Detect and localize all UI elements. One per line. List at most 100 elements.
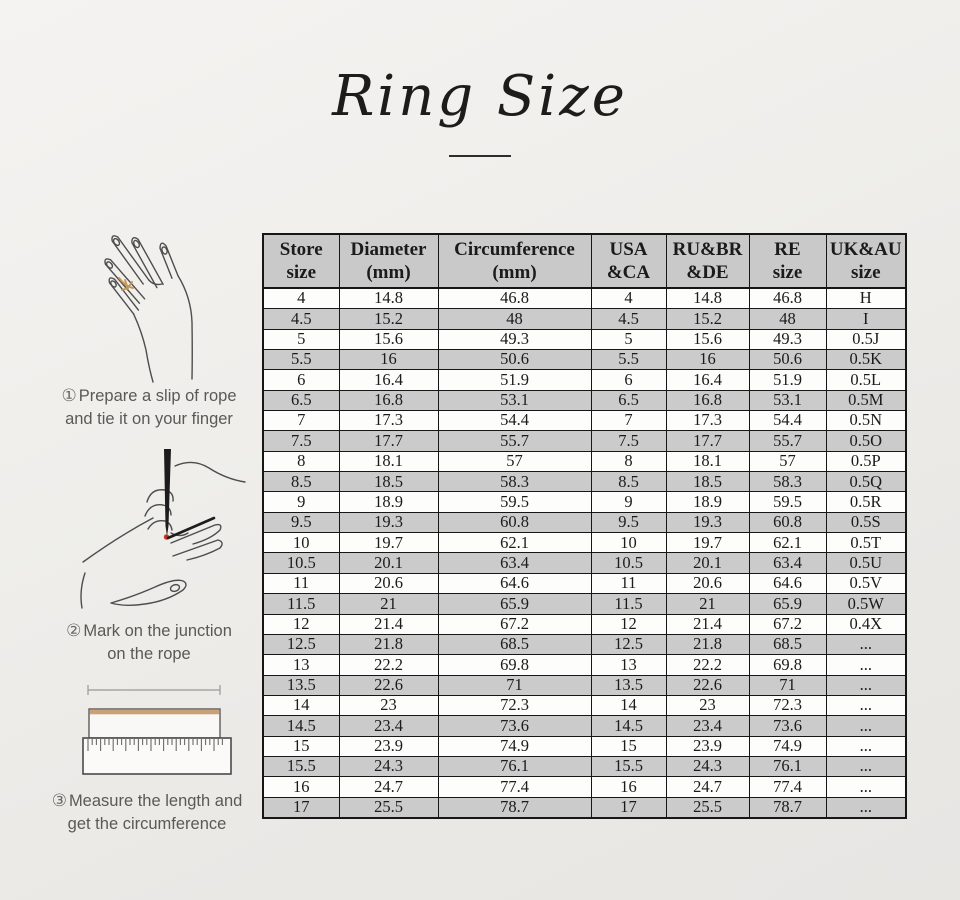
ring-size-table: Store size Diameter (mm) Circumference (mm) US… xyxy=(262,233,907,819)
table-cell: 15.2 xyxy=(338,308,439,330)
table-row: 5 15.6 49.3 5 15.6 49.3 0.5J xyxy=(262,328,907,351)
table-cell: 16.4 xyxy=(338,369,439,391)
table-cell: 10 xyxy=(590,532,667,554)
table-cell: 18.5 xyxy=(665,471,750,493)
table-cell: 58.3 xyxy=(748,471,827,493)
table-cell: 12.5 xyxy=(590,633,667,656)
table-cell: 0.5T xyxy=(825,532,907,554)
table-cell: 10 xyxy=(262,532,340,554)
table-cell: 0.5Q xyxy=(825,471,907,493)
table-cell: 7 xyxy=(262,410,340,432)
table-cell: 0.5K xyxy=(825,349,907,371)
table-cell: 5 xyxy=(590,328,667,351)
table-cell: 24.7 xyxy=(665,776,750,798)
table-cell: 6 xyxy=(590,369,667,391)
table-cell: 51.9 xyxy=(748,369,827,391)
title-divider xyxy=(449,155,511,157)
table-cell: 24.3 xyxy=(665,755,750,778)
table-cell: 23 xyxy=(665,694,750,717)
table-row: 6.5 16.8 53.1 6.5 16.8 53.1 0.5M xyxy=(262,389,907,412)
rope-strip-gold-edge xyxy=(89,709,220,715)
table-cell: 4.5 xyxy=(262,308,340,330)
table-row: 13.5 22.6 71 13.5 22.6 71... xyxy=(262,674,907,696)
table-cell: 54.4 xyxy=(437,410,592,432)
table-cell: 57 xyxy=(437,450,592,473)
table-cell: 65.9 xyxy=(748,593,827,615)
table-cell: 14.8 xyxy=(665,287,750,310)
table-cell: ... xyxy=(825,715,907,737)
table-cell: 20.6 xyxy=(665,572,750,595)
table-cell: I xyxy=(825,308,907,330)
table-row: 15.5 24.3 76.1 15.5 24.3 76.1... xyxy=(262,755,907,778)
table-cell: 19.7 xyxy=(665,532,750,554)
column-header: Diameter (mm) xyxy=(338,233,439,289)
table-cell: 5 xyxy=(262,328,340,351)
table-row: 17 25.5 78.7 17 25.5 78.7... xyxy=(262,796,907,819)
table-cell: ... xyxy=(825,694,907,717)
table-cell: 71 xyxy=(437,674,592,696)
hand-marking-illustration xyxy=(75,440,250,618)
table-cell: 12.5 xyxy=(262,633,340,656)
table-cell: 23.9 xyxy=(338,735,439,757)
table-cell: 15.6 xyxy=(665,328,750,351)
table-cell: 64.6 xyxy=(437,572,592,595)
table-row: 9 18.9 59.5 9 18.9 59.5 0.5R xyxy=(262,491,907,513)
table-cell: 20.1 xyxy=(665,552,750,574)
table-cell: 59.5 xyxy=(437,491,592,513)
table-cell: 22.6 xyxy=(338,674,439,696)
column-header: RE size xyxy=(748,233,827,289)
hand-with-rope-illustration xyxy=(78,222,238,384)
table-cell: 6.5 xyxy=(262,389,340,412)
table-row: 16 24.7 77.4 16 24.7 77.4... xyxy=(262,776,907,798)
table-cell: 63.4 xyxy=(748,552,827,574)
table-cell: 15 xyxy=(262,735,340,757)
table-cell: 14.8 xyxy=(338,287,439,310)
table-cell: ... xyxy=(825,755,907,778)
table-cell: 13.5 xyxy=(590,674,667,696)
table-row: 14.5 23.4 73.6 14.5 23.4 73.6... xyxy=(262,715,907,737)
table-cell: 74.9 xyxy=(437,735,592,757)
table-cell: 0.5N xyxy=(825,410,907,432)
table-cell: 65.9 xyxy=(437,593,592,615)
table-cell: 69.8 xyxy=(437,654,592,676)
table-cell: 16 xyxy=(590,776,667,798)
table-cell: 76.1 xyxy=(748,755,827,778)
table-cell: 18.9 xyxy=(665,491,750,513)
step-1-text-line1: Prepare a slip of rope xyxy=(78,387,237,405)
table-cell: 10.5 xyxy=(590,552,667,574)
table-cell: 18.1 xyxy=(338,450,439,473)
table-row: 11.5 21 65.9 11.5 21 65.9 0.5W xyxy=(262,593,907,615)
table-cell: 25.5 xyxy=(338,796,439,819)
hand-with-rope-icon xyxy=(104,235,193,383)
table-cell: ... xyxy=(825,633,907,656)
table-cell: 49.3 xyxy=(748,328,827,351)
table-row: 15 23.9 74.9 15 23.9 74.9... xyxy=(262,735,907,757)
measure-line-icon xyxy=(87,685,221,695)
table-row: 13 22.2 69.8 13 22.2 69.8... xyxy=(262,654,907,676)
table-cell: 8.5 xyxy=(590,471,667,493)
step-1-caption: ① Prepare a slip of rope and tie it on yo… xyxy=(46,384,252,431)
table-cell: 16 xyxy=(665,349,750,371)
table-cell: 11.5 xyxy=(590,593,667,615)
table-cell: H xyxy=(825,287,907,310)
table-row: 8.5 18.5 58.3 8.5 18.5 58.3 0.5Q xyxy=(262,471,907,493)
table-cell: 20.1 xyxy=(338,552,439,574)
table-cell: 16 xyxy=(338,349,439,371)
table-cell: 9.5 xyxy=(590,511,667,534)
table-row: 6 16.4 51.9 6 16.4 51.9 0.5L xyxy=(262,369,907,391)
table-cell: 73.6 xyxy=(748,715,827,737)
column-header: UK&AU size xyxy=(825,233,907,289)
table-cell: 12 xyxy=(262,613,340,635)
table-cell: 18.9 xyxy=(338,491,439,513)
table-cell: 0.5J xyxy=(825,328,907,351)
table-cell: 24.7 xyxy=(338,776,439,798)
table-row: 10.5 20.1 63.4 10.5 20.1 63.4 0.5U xyxy=(262,552,907,574)
table-cell: 53.1 xyxy=(748,389,827,412)
table-cell: 8 xyxy=(590,450,667,473)
table-cell: 4.5 xyxy=(590,308,667,330)
table-cell: 17 xyxy=(262,796,340,819)
table-cell: 12 xyxy=(590,613,667,635)
step-1-text-line2: and tie it on your finger xyxy=(65,410,233,428)
table-cell: 23.4 xyxy=(665,715,750,737)
